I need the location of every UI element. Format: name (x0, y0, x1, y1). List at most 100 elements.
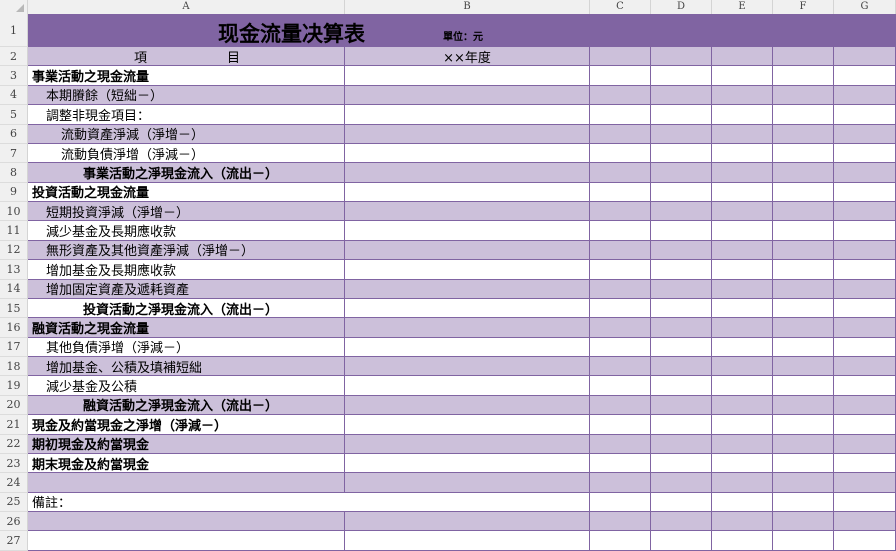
cell[interactable] (590, 202, 651, 222)
cell[interactable] (712, 221, 773, 241)
cell[interactable] (834, 434, 896, 454)
cell[interactable] (712, 47, 773, 67)
cell[interactable] (651, 47, 712, 67)
cell[interactable] (651, 221, 712, 241)
cell[interactable] (712, 260, 773, 280)
cell[interactable] (590, 85, 651, 106)
item-cell[interactable]: 流動資產淨減（淨增－） (28, 124, 345, 144)
item-cell[interactable]: 期末現金及約當現金 (28, 453, 345, 474)
row-header[interactable]: 16 (0, 318, 28, 338)
cell[interactable] (773, 124, 834, 144)
item-cell[interactable] (28, 512, 345, 532)
cell[interactable] (834, 279, 896, 299)
cell[interactable] (651, 182, 712, 202)
cell[interactable] (651, 473, 712, 493)
cell[interactable] (712, 85, 773, 106)
cell[interactable] (590, 182, 651, 202)
cell[interactable] (590, 337, 651, 357)
item-cell[interactable]: 現金及約當現金之淨增（淨減－） (28, 415, 345, 435)
cell[interactable] (834, 357, 896, 377)
cell[interactable] (834, 395, 896, 416)
cell[interactable] (590, 260, 651, 280)
amount-cell[interactable] (345, 357, 590, 377)
amount-cell[interactable] (345, 298, 590, 319)
row-header[interactable]: 7 (0, 143, 28, 164)
cell[interactable] (834, 221, 896, 241)
cell[interactable] (834, 163, 896, 183)
cell[interactable] (834, 492, 896, 512)
cell[interactable] (651, 279, 712, 299)
amount-cell[interactable] (345, 279, 590, 299)
cell[interactable] (590, 492, 651, 512)
row-header[interactable]: 19 (0, 376, 28, 396)
amount-cell[interactable] (345, 337, 590, 357)
cell[interactable] (773, 473, 834, 493)
row-header[interactable]: 15 (0, 298, 28, 319)
cell[interactable] (773, 434, 834, 454)
cell[interactable] (651, 395, 712, 416)
cell[interactable] (834, 260, 896, 280)
cell[interactable] (712, 105, 773, 125)
cell[interactable] (712, 434, 773, 454)
cell[interactable] (651, 318, 712, 338)
item-cell[interactable]: 減少基金及長期應收款 (28, 221, 345, 241)
cell[interactable] (773, 395, 834, 416)
item-cell[interactable]: 融資活動之淨現金流入（流出－） (28, 395, 345, 416)
item-cell[interactable]: 無形資產及其他資產淨減（淨增－） (28, 240, 345, 261)
amount-cell[interactable] (345, 434, 590, 454)
cell[interactable] (773, 415, 834, 435)
cell[interactable] (834, 298, 896, 319)
column-header-e[interactable]: E (712, 0, 773, 14)
row-header[interactable]: 25 (0, 492, 28, 512)
item-cell[interactable] (28, 531, 345, 551)
cell[interactable] (834, 240, 896, 261)
row-header[interactable]: 17 (0, 337, 28, 357)
item-cell[interactable]: 事業活動之淨現金流入（流出－） (28, 163, 345, 183)
item-cell[interactable]: 投資活動之淨現金流入（流出－） (28, 298, 345, 319)
cell[interactable] (651, 163, 712, 183)
row-header[interactable]: 5 (0, 105, 28, 125)
amount-cell[interactable] (345, 221, 590, 241)
cell[interactable] (773, 47, 834, 67)
column-header-a[interactable]: A (28, 0, 345, 14)
amount-cell[interactable] (345, 318, 590, 338)
cell[interactable] (590, 143, 651, 164)
item-cell[interactable]: 流動負債淨增（淨減－） (28, 143, 345, 164)
item-cell[interactable]: 短期投資淨減（淨增－） (28, 202, 345, 222)
cell[interactable] (773, 357, 834, 377)
cell[interactable] (773, 492, 834, 512)
cell[interactable] (773, 143, 834, 164)
item-cell[interactable]: 其他負債淨增（淨減－） (28, 337, 345, 357)
row-header[interactable]: 6 (0, 124, 28, 144)
cell[interactable] (773, 221, 834, 241)
cell[interactable] (590, 395, 651, 416)
cell[interactable] (834, 143, 896, 164)
cell[interactable] (773, 453, 834, 474)
amount-cell[interactable] (345, 124, 590, 144)
cell[interactable] (651, 531, 712, 551)
cell[interactable] (712, 531, 773, 551)
cell[interactable] (651, 298, 712, 319)
cell[interactable] (834, 531, 896, 551)
cell[interactable] (590, 453, 651, 474)
cell[interactable] (590, 531, 651, 551)
cell[interactable] (651, 143, 712, 164)
row-header[interactable]: 14 (0, 279, 28, 299)
row-header[interactable]: 13 (0, 260, 28, 280)
cell[interactable] (834, 182, 896, 202)
row-header[interactable]: 20 (0, 395, 28, 416)
item-cell[interactable]: 事業活動之現金流量 (28, 66, 345, 86)
cell[interactable] (834, 415, 896, 435)
amount-cell[interactable] (345, 66, 590, 86)
row-header[interactable]: 1 (0, 14, 28, 47)
item-cell[interactable]: 增加固定資產及遞耗資產 (28, 279, 345, 299)
amount-cell[interactable] (345, 163, 590, 183)
cell[interactable] (590, 240, 651, 261)
row-header[interactable]: 3 (0, 66, 28, 86)
cell[interactable] (834, 124, 896, 144)
amount-cell[interactable] (345, 202, 590, 222)
column-header-g[interactable]: G (834, 0, 896, 14)
item-cell[interactable] (28, 473, 345, 493)
cell[interactable] (712, 298, 773, 319)
cell[interactable] (712, 318, 773, 338)
